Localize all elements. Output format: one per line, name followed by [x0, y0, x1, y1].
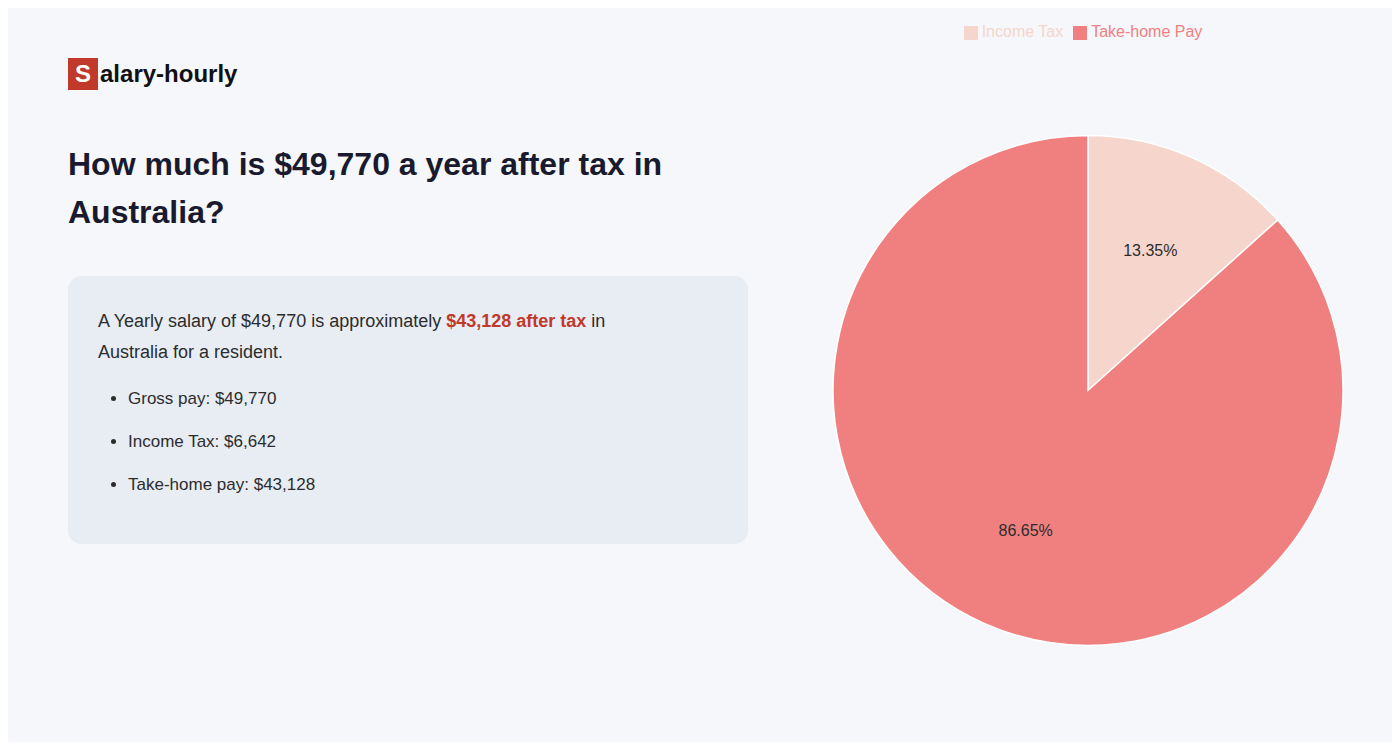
html-text:How much is $49,770 a year aft: How much is $49,770 a year after tax in … — [68, 146, 663, 230]
svg-text:13.35%: 13.35% — [1123, 242, 1177, 259]
html-text:Take-home Pay: Take-home Pay — [1091, 23, 1203, 40]
html-text:Income Tax: Income Tax — [981, 23, 1064, 40]
html-text:Take-home pay: $43,128: Take-home pay: $43,128 — [128, 475, 316, 494]
svg-text:86.65%: 86.65% — [999, 522, 1053, 539]
html-text:Australia for a resident.: Australia for a resident. — [98, 341, 284, 362]
html-text:Gross pay: $49,770: Gross pay: $49,770 — [128, 389, 277, 409]
html-text:S alary-hourly: S alary-hourly — [75, 60, 238, 87]
html-text:Income Tax: $6,642: Income Tax: $6,642 — [128, 432, 277, 452]
html-text:A Yearly salary of $49,770 is: A Yearly salary of $49,770 is approximat… — [98, 311, 606, 331]
